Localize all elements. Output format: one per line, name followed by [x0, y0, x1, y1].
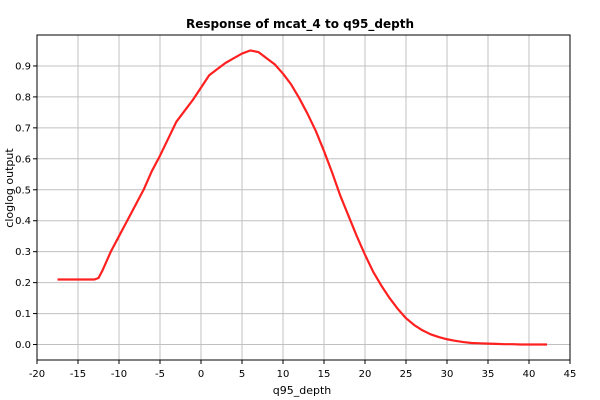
- x-tick-label: 10: [277, 369, 290, 380]
- y-tick-label: 0.7: [15, 123, 31, 134]
- y-tick-label: 0.3: [15, 247, 31, 258]
- y-tick-label: 0.8: [15, 92, 31, 103]
- x-axis-label: q95_depth: [273, 384, 332, 397]
- y-tick-label: 0.2: [15, 278, 31, 289]
- x-tick-label: 0: [198, 369, 204, 380]
- y-tick-label: 0.9: [15, 61, 31, 72]
- series-line: [57, 49, 548, 346]
- plot-frame: [36, 34, 571, 361]
- x-tick-label: -15: [70, 369, 86, 380]
- chart-title: Response of mcat_4 to q95_depth: [186, 17, 414, 32]
- y-axis-label: cloglog output: [3, 148, 16, 228]
- x-tick-label: -10: [111, 369, 127, 380]
- x-tick-label: 20: [359, 369, 372, 380]
- y-tick-label: 0.4: [15, 216, 31, 227]
- axes: -20 -15 -10 -5 0 5 10 15 20 25 30 35 40 45 0.0 0.1 0.2 0.…: [15, 34, 577, 380]
- x-tick-label: 15: [318, 369, 331, 380]
- x-tick-label: -5: [155, 369, 165, 380]
- x-tick-label: 30: [441, 369, 454, 380]
- x-tick-label: 45: [564, 369, 577, 380]
- y-tick-label: 0.5: [15, 185, 31, 196]
- y-tick-label: 0.0: [15, 340, 31, 351]
- x-tick-label: 40: [523, 369, 536, 380]
- x-tick-label: 25: [400, 369, 413, 380]
- x-tick-label: 5: [239, 369, 245, 380]
- y-tick-label: 0.1: [15, 309, 31, 320]
- x-tick-label: 35: [482, 369, 495, 380]
- y-tick-label: 0.6: [15, 154, 31, 165]
- x-tick-label: -20: [29, 369, 45, 380]
- series-layer: [57, 49, 548, 346]
